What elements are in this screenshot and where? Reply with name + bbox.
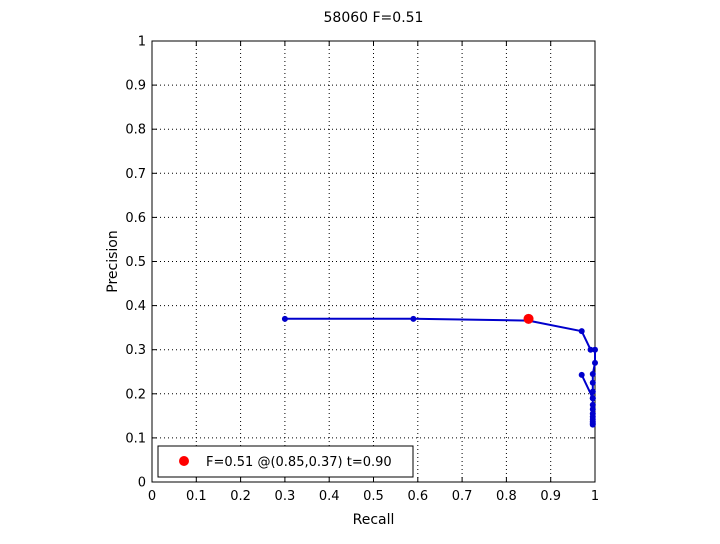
- y-tick-label: 0.6: [125, 211, 146, 226]
- y-tick-label: 0.4: [125, 299, 146, 314]
- x-tick-label: 0.8: [496, 489, 517, 504]
- data-point: [589, 406, 596, 413]
- series-layer: [281, 313, 598, 428]
- data-point: [281, 315, 288, 322]
- y-tick-label: 0.8: [125, 123, 146, 138]
- x-tick-label: 0.7: [452, 489, 473, 504]
- legend-label: F=0.51 @(0.85,0.37) t=0.90: [206, 455, 392, 470]
- data-point: [589, 395, 596, 402]
- data-point: [589, 421, 596, 428]
- data-point: [578, 328, 585, 335]
- x-tick-label: 0.4: [319, 489, 340, 504]
- legend-marker: [179, 456, 189, 466]
- y-tick-label: 0.5: [125, 255, 146, 270]
- x-tick-label: 0.2: [230, 489, 251, 504]
- x-tick-label: 0.1: [186, 489, 207, 504]
- best-f-point: [523, 313, 534, 324]
- legend-box: [157, 445, 414, 478]
- data-point: [589, 379, 596, 386]
- y-tick-label: 0.9: [125, 79, 146, 94]
- data-point: [410, 315, 417, 322]
- grid: [152, 41, 595, 482]
- x-tick-label: 0.3: [275, 489, 296, 504]
- x-tick-label: 0.6: [407, 489, 428, 504]
- data-point: [592, 359, 598, 366]
- x-tick-label: 0: [148, 489, 156, 504]
- x-tick-label: 0.5: [363, 489, 384, 504]
- data-point: [589, 370, 596, 377]
- y-axis-label: Precision: [105, 230, 121, 292]
- y-tick-label: 0.1: [125, 431, 146, 446]
- legend: F=0.51 @(0.85,0.37) t=0.90: [157, 445, 414, 478]
- x-axis-label: Recall: [353, 512, 395, 528]
- y-tick-label: 0: [138, 476, 146, 491]
- y-tick-label: 0.3: [125, 343, 146, 358]
- chart-title: 58060 F=0.51: [324, 10, 424, 26]
- x-tick-label: 0.9: [540, 489, 561, 504]
- data-point: [587, 346, 594, 353]
- y-tick-label: 0.2: [125, 387, 146, 402]
- axis-ticks: 0 0.1 0.2 0.3 0.4 0.5 0.6 0.7 0.8 0.9 1 0 0.1 0.2 0.3 0…: [125, 35, 599, 505]
- data-point: [592, 346, 598, 353]
- y-tick-label: 0.7: [125, 167, 146, 182]
- data-point: [589, 388, 596, 395]
- y-tick-label: 1: [138, 35, 146, 50]
- data-point: [589, 401, 596, 408]
- x-tick-label: 1: [591, 489, 599, 504]
- data-point: [578, 371, 585, 378]
